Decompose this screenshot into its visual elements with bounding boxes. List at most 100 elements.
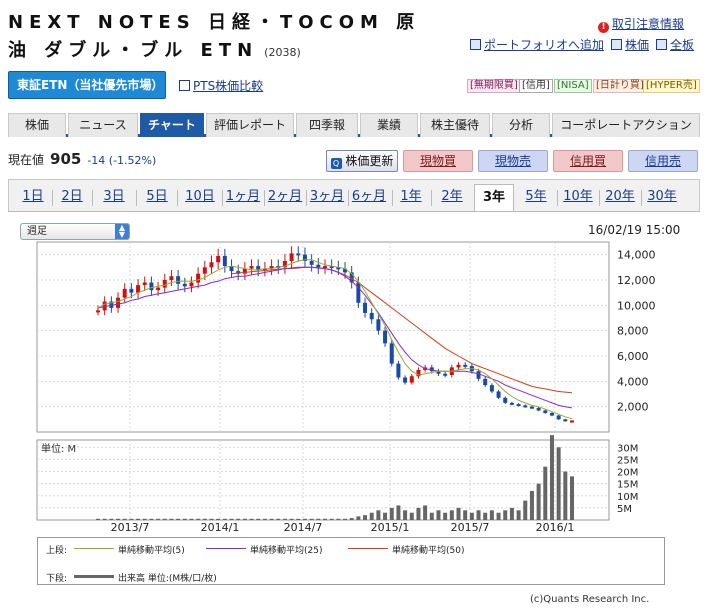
period-6m[interactable]: 6ヶ月 <box>351 189 387 204</box>
period-20y[interactable]: 20年 <box>605 189 635 204</box>
candle-body <box>322 266 327 269</box>
period-1m[interactable]: 1ヶ月 <box>225 189 261 204</box>
volume-bar <box>536 483 541 520</box>
period-1d[interactable]: 1日 <box>22 189 44 204</box>
volume-bar <box>189 518 194 520</box>
candle-body <box>302 254 307 261</box>
period-5y[interactable]: 5年 <box>525 189 547 204</box>
period-30y[interactable]: 30年 <box>647 189 677 204</box>
period-10d[interactable]: 10日 <box>185 189 215 204</box>
volume-bar <box>443 512 448 520</box>
x-tick-label: 2015/7 <box>451 521 490 534</box>
portfolio-icon <box>470 39 481 50</box>
tab-chart[interactable]: チャート <box>140 113 204 137</box>
candle-body <box>202 267 207 274</box>
volume-bar <box>322 518 327 520</box>
candle-body <box>483 378 488 386</box>
volume-bar <box>176 518 181 520</box>
candle-body <box>209 262 214 268</box>
candle-body <box>316 264 321 268</box>
volume-bar <box>376 510 381 520</box>
candle-body <box>116 297 121 308</box>
price-tick-label: 6,000 <box>617 350 649 363</box>
volume-bar <box>302 518 307 520</box>
market-button[interactable]: 東証ETN（当社優先市場） <box>8 71 166 99</box>
candle-body <box>363 302 368 313</box>
period-3d[interactable]: 3日 <box>103 189 125 204</box>
portfolio-link-label: ポートフォリオへ追加 <box>484 38 605 52</box>
margin-sell-button[interactable]: 信用売 <box>628 150 698 172</box>
x-tick-label: 2016/1 <box>536 521 575 534</box>
candle-body <box>416 369 421 377</box>
volume-bar <box>483 512 488 520</box>
volume-bar <box>242 518 247 520</box>
volume-bar <box>129 518 134 520</box>
volume-bar <box>516 510 521 520</box>
portfolio-link[interactable]: ポートフォリオへ追加 <box>470 36 604 53</box>
margin-buy-button[interactable]: 信用買 <box>553 150 623 172</box>
period-5d[interactable]: 5日 <box>146 189 168 204</box>
ma5-line <box>97 259 573 420</box>
candle-body <box>409 376 414 383</box>
volume-bar <box>216 518 221 520</box>
price-plot-frame <box>36 241 610 433</box>
volume-bar <box>169 518 174 520</box>
tab-analysis[interactable]: 分析 <box>492 113 550 137</box>
tab-rating-report[interactable]: 評価レポート <box>206 113 294 137</box>
period-3m[interactable]: 3ヶ月 <box>309 189 345 204</box>
interval-select[interactable]: 週足 ▲ ▼ <box>20 223 130 240</box>
caution-link[interactable]: ! 取引注意情報 <box>598 15 684 33</box>
tab-quarterly-report[interactable]: 四季報 <box>296 113 358 137</box>
volume-bar <box>509 507 514 520</box>
spot-buy-button[interactable]: 現物買 <box>403 150 473 172</box>
candle-body <box>96 310 100 313</box>
candle-body <box>356 282 361 303</box>
candle-body <box>436 371 441 374</box>
candle-body <box>249 266 254 269</box>
board-link[interactable]: 全板 <box>656 36 694 53</box>
volume-bar <box>136 518 141 520</box>
page-title-line1: NEXT NOTES 日経・TOCOM 原 <box>8 12 421 33</box>
candle-body <box>509 402 514 405</box>
candle-body <box>536 407 541 411</box>
period-2d[interactable]: 2日 <box>61 189 83 204</box>
volume-bar <box>363 515 368 520</box>
tab-news[interactable]: ニュース <box>68 113 138 137</box>
period-3y[interactable]: 3年 <box>474 184 514 211</box>
price-icon <box>611 39 622 50</box>
tab-corporate-action[interactable]: コーポレートアクション <box>552 113 700 137</box>
legend-volume-label: 出来高 単位:(M株/口/枚) <box>118 574 217 584</box>
candle-body <box>269 266 274 269</box>
volume-bar <box>149 518 154 520</box>
candle-body <box>343 268 348 273</box>
price-link[interactable]: 株価 <box>611 36 649 53</box>
pts-link[interactable]: PTS株価比較 <box>179 77 263 94</box>
tab-shareholder-benefits[interactable]: 株主優待 <box>420 113 490 137</box>
candle-body <box>516 404 521 407</box>
period-10y[interactable]: 10年 <box>563 189 593 204</box>
volume-bar <box>329 518 334 520</box>
period-2m[interactable]: 2ヶ月 <box>267 189 303 204</box>
volume-bar <box>489 510 494 520</box>
tab-earnings[interactable]: 業績 <box>360 113 418 137</box>
volume-bar <box>383 512 388 520</box>
spot-sell-button[interactable]: 現物売 <box>478 150 548 172</box>
volume-bar <box>476 510 481 520</box>
volume-bar <box>182 518 187 520</box>
volume-bar <box>416 507 421 520</box>
candle-body <box>389 343 394 364</box>
volume-bar <box>162 518 167 520</box>
candle-body <box>262 268 267 271</box>
candle-body <box>443 373 448 376</box>
refresh-price-button[interactable]: Q 株価更新 <box>326 150 398 172</box>
period-2y[interactable]: 2年 <box>441 189 463 204</box>
volume-plot-frame <box>36 439 610 521</box>
volume-bar <box>409 512 414 520</box>
candle-body <box>376 319 381 331</box>
period-1y[interactable]: 1年 <box>400 189 422 204</box>
candle-body <box>149 282 154 291</box>
candle-body <box>282 261 287 268</box>
tab-stock-price[interactable]: 株価 <box>8 113 66 137</box>
volume-bar <box>496 512 501 520</box>
volume-bar <box>122 518 127 520</box>
